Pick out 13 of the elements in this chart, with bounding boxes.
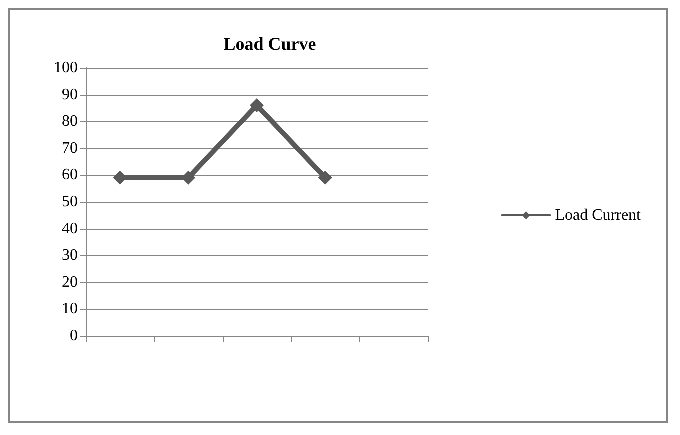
y-tick-label: 40	[62, 220, 78, 238]
y-tick-label: 20	[62, 274, 78, 291]
y-tick-label: 100	[54, 60, 78, 76]
y-tick-label: 60	[62, 166, 78, 184]
y-tick-label: 30	[62, 247, 78, 264]
y-tick-label: 0	[70, 328, 78, 344]
y-tick-label: 50	[62, 194, 78, 210]
y-tick-label: 90	[62, 86, 78, 104]
chart-title: Load Curve	[224, 34, 316, 54]
y-tick-label: 80	[62, 113, 78, 130]
y-tick-label: 70	[62, 140, 78, 157]
legend-label: Load Current	[555, 207, 642, 224]
y-tick-label: 10	[62, 300, 78, 318]
